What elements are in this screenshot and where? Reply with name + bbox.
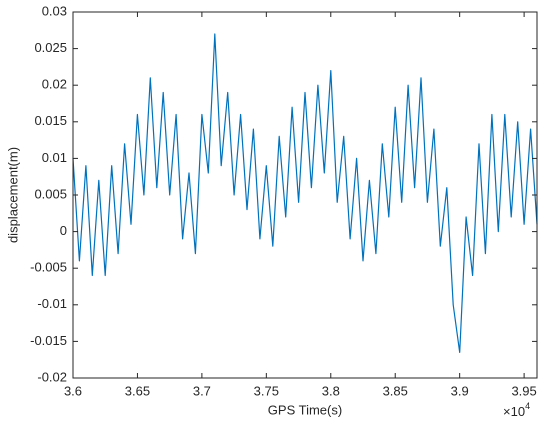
y-tick-label: 0: [60, 223, 67, 238]
x-multiplier-exponent: 4: [525, 401, 530, 411]
y-tick-label: 0.005: [34, 186, 67, 201]
y-tick-label: 0.02: [42, 77, 67, 92]
axes-box: [72, 11, 538, 379]
x-tick-label: 3.85: [383, 383, 408, 398]
y-tick-label: -0.015: [30, 333, 67, 348]
x-tick-label: 3.65: [125, 383, 150, 398]
x-multiplier: ×104: [503, 401, 530, 419]
x-tick-label: 3.7: [193, 383, 211, 398]
y-tick-label: -0.01: [37, 296, 67, 311]
y-tick-label: -0.005: [30, 260, 67, 275]
x-tick-label: 3.6: [64, 383, 82, 398]
y-tick-label: 0.01: [42, 150, 67, 165]
y-axis-label: displacement(m): [5, 147, 20, 243]
y-tick-label: -0.02: [37, 369, 67, 384]
x-axis-label: GPS Time(s): [268, 402, 342, 417]
x-tick-label: 3.75: [254, 383, 279, 398]
x-multiplier-base: ×10: [503, 404, 525, 419]
x-tick-label: 3.9: [451, 383, 469, 398]
y-tick-label: 0.015: [34, 113, 67, 128]
x-tick-label: 3.8: [322, 383, 340, 398]
y-tick-label: 0.03: [42, 3, 67, 18]
x-tick-label: 3.95: [511, 383, 536, 398]
data-line: [72, 33, 538, 353]
y-tick-label: 0.025: [34, 40, 67, 55]
